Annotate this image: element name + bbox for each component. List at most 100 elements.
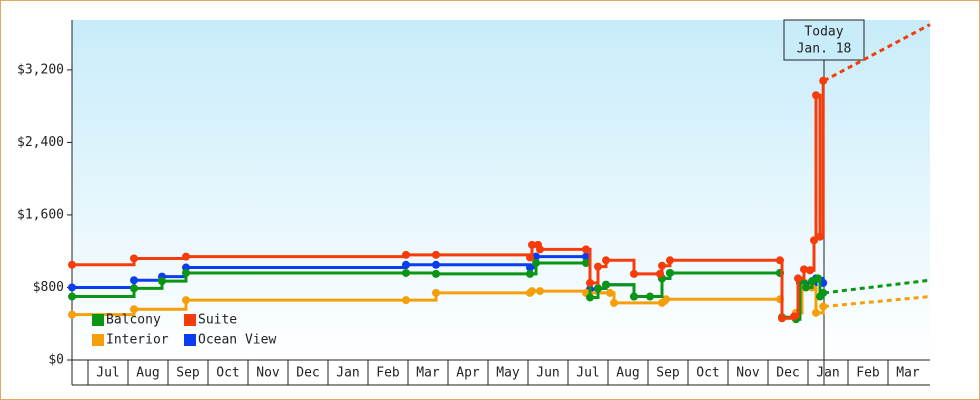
price-point [528,287,536,296]
price-point [432,288,440,297]
x-tick-label: Jul [576,366,599,381]
x-tick-label: Aug [136,366,159,381]
price-point [630,292,638,301]
price-point [778,314,786,323]
price-point [802,283,810,292]
price-point [536,287,544,296]
x-tick-label: Aug [616,366,639,381]
today-box [783,19,865,61]
price-point [610,298,618,307]
y-tick-label: $0 [48,353,64,368]
price-point [130,305,138,314]
price-point [526,263,534,272]
today-label: Jan. 18 [797,42,852,57]
x-tick-label: Feb [856,366,880,381]
x-tick-label: Apr [456,366,480,381]
legend-label: Suite [198,313,237,328]
price-point [794,274,802,283]
price-point [526,269,534,278]
price-point [602,280,610,289]
y-tick-label: $1,600 [17,207,64,222]
price-point [586,293,594,302]
y-tick-label: $800 [33,280,64,295]
price-point [182,296,190,305]
x-tick-label: Dec [776,366,799,381]
price-point [532,252,540,261]
price-point [666,256,674,265]
price-point [582,245,590,254]
price-point [808,277,816,286]
price-point [662,295,670,304]
forecast-line [823,23,931,83]
price-point [810,236,818,245]
price-point [130,276,138,285]
price-point [130,284,138,293]
x-tick-label: Oct [216,366,239,381]
price-point [586,278,594,287]
legend-swatch [92,334,104,346]
price-point [582,252,590,261]
price-point [432,269,440,278]
legend-swatch [184,334,196,346]
price-point [602,256,610,265]
price-point [402,268,410,277]
x-tick-label: Jul [96,366,119,381]
price-point [806,266,814,275]
price-point [68,292,76,301]
price-point [594,262,602,271]
price-point [402,250,410,259]
x-tick-label: Feb [376,366,400,381]
price-point [656,269,664,278]
price-point [658,261,666,270]
price-point [158,277,166,286]
price-point [790,312,798,321]
x-tick-label: Jan [336,366,359,381]
x-tick-label: Nov [256,366,280,381]
legend-label: Balcony [106,313,161,328]
legend-swatch [92,314,104,326]
price-point [800,265,808,274]
price-point [814,274,822,283]
price-point [68,260,76,269]
price-point [432,250,440,259]
x-tick-label: May [496,366,520,381]
x-tick-label: Oct [696,366,719,381]
price-point [182,252,190,261]
price-point [666,268,674,277]
price-point [402,296,410,305]
plot-area [72,20,930,360]
y-tick-label: $3,200 [17,62,64,77]
price-point [68,283,76,292]
price-point [130,254,138,263]
price-point [646,292,654,301]
legend-label: Ocean View [198,333,276,348]
today-label: Today [804,25,843,40]
price-point [582,258,590,267]
price-point [630,269,638,278]
price-point [812,308,820,317]
x-tick-label: Dec [296,366,319,381]
x-tick-label: Nov [736,366,760,381]
x-tick-label: Mar [416,366,440,381]
price-point [402,260,410,269]
x-tick-label: Sep [656,366,680,381]
price-point [68,310,76,319]
price-line [72,285,825,319]
price-point [776,256,784,265]
legend-swatch [184,314,196,326]
price-point [526,253,534,262]
price-point [536,245,544,254]
price-point [816,232,824,241]
x-tick-label: Mar [896,366,920,381]
price-point [532,258,540,267]
legend-label: Interior [106,333,169,348]
price-point [182,268,190,277]
price-point [594,284,602,293]
price-point [528,240,536,249]
price-point [606,288,614,297]
x-tick-label: Jan [816,366,839,381]
price-point [819,302,828,311]
price-point [812,91,820,100]
y-tick-label: $2,400 [17,135,64,150]
